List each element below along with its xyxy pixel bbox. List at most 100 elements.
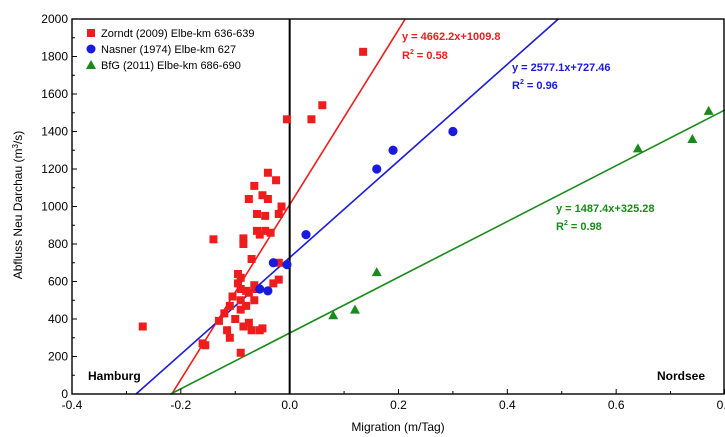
fit-lines (135, 18, 725, 395)
data-point-s0-46 (274, 258, 283, 267)
data-points (138, 47, 714, 357)
r2-nasner-sup: 2 (520, 79, 524, 86)
y-tick-label-0: 0 (61, 387, 68, 401)
r2-nasner: R2 = 0.96 (512, 79, 558, 92)
legend-label-nasner: Nasner (1974) Elbe-km 627 (101, 44, 236, 56)
y-tick-label-10: 2000 (41, 12, 68, 26)
data-point-s0-30 (250, 296, 259, 305)
x-tick-label-0: -0.4 (62, 398, 83, 412)
data-point-s0-45 (274, 210, 283, 218)
data-point-s1-6 (388, 145, 398, 155)
x-tick-label-2: 0.0 (281, 398, 298, 412)
data-point-s0-15 (236, 296, 245, 305)
fit-line-1 (135, 18, 559, 395)
r2-nasner-label: R (512, 80, 520, 92)
data-point-s1-7 (448, 126, 458, 137)
r2-zorndt: R2 = 0.58 (402, 49, 448, 62)
data-point-s0-13 (236, 273, 245, 282)
data-point-s1-1 (263, 286, 273, 296)
equation-nasner: y = 2577.1x+727.46 (512, 62, 610, 74)
x-tick-label-4: 0.4 (499, 398, 516, 412)
r2-nasner-value: = 0.96 (524, 80, 558, 92)
equation-bfg: y = 1487.4x+325.28 (556, 203, 654, 215)
data-point-s0-5 (220, 309, 229, 318)
legend-marker-zorndt (87, 29, 95, 37)
y-tick-label-6: 1200 (41, 162, 68, 176)
y-tick-label-8: 1600 (41, 87, 68, 101)
data-point-s0-7 (225, 333, 234, 342)
data-point-s0-25 (244, 318, 253, 327)
equation-zorndt: y = 4662.2x+1009.8 (402, 31, 500, 43)
y-tick-label-4: 800 (48, 237, 68, 251)
data-point-s0-48 (277, 202, 286, 211)
region-label-hamburg: Hamburg (88, 369, 141, 383)
data-point-s0-10 (231, 315, 240, 323)
data-point-s0-23 (244, 195, 253, 203)
data-point-s0-41 (263, 195, 272, 203)
data-point-s2-5 (703, 105, 714, 115)
data-point-s2-1 (349, 304, 360, 314)
data-point-s0-28 (250, 181, 259, 190)
data-point-s2-3 (632, 143, 643, 153)
data-point-s0-40 (263, 168, 272, 177)
data-point-s0-17 (236, 348, 245, 357)
data-point-s0-52 (359, 47, 368, 56)
r2-bfg: R2 = 0.98 (556, 220, 602, 233)
fit-annotations: y = 4662.2x+1009.8 R2 = 0.58 y = 2577.1x… (402, 31, 654, 233)
data-point-s0-3 (209, 235, 218, 244)
legend-marker-nasner (86, 44, 96, 54)
data-point-s2-2 (371, 267, 382, 277)
y-tick-label-9: 1800 (41, 50, 68, 64)
y-tick-label-5: 1000 (41, 200, 68, 214)
data-point-s0-51 (318, 101, 327, 110)
region-label-nordsee: Nordsee (657, 369, 705, 383)
r2-zorndt-value: = 0.58 (414, 50, 448, 62)
data-point-s0-20 (239, 322, 248, 331)
fit-line-0 (171, 18, 406, 395)
data-point-s1-3 (282, 260, 292, 270)
data-point-s0-19 (239, 240, 248, 248)
data-point-s0-50 (307, 115, 316, 124)
data-point-s0-34 (255, 230, 264, 239)
data-point-s0-31 (253, 210, 262, 218)
data-point-s0-37 (258, 324, 267, 333)
data-point-s0-8 (225, 301, 234, 310)
data-point-s0-36 (258, 191, 267, 200)
data-point-s2-4 (687, 134, 698, 143)
legend-label-zorndt: Zorndt (2009) Elbe-km 636-639 (101, 28, 254, 40)
data-point-s0-9 (228, 292, 237, 301)
y-tick-label-7: 1400 (41, 125, 68, 139)
data-point-s0-39 (261, 226, 270, 235)
data-point-s0-14 (236, 285, 245, 293)
fit-line-2 (170, 109, 725, 395)
data-point-s0-49 (282, 115, 291, 124)
data-point-s0-24 (244, 288, 253, 297)
y-axis-label: Abfluss Neu Darchau (m3/s) (11, 131, 25, 280)
legend-marker-bfg (86, 60, 96, 69)
x-tick-label-1: -0.2 (170, 398, 191, 412)
x-tick-label-3: 0.2 (390, 398, 407, 412)
data-point-s0-16 (236, 305, 245, 314)
data-point-s1-4 (301, 230, 311, 240)
data-point-s2-0 (328, 310, 339, 320)
data-point-s1-5 (372, 164, 382, 174)
y-axis-label-sup: 3 (11, 144, 20, 149)
x-tick-label-5: 0.6 (608, 398, 625, 412)
data-point-s0-47 (274, 275, 283, 284)
y-axis-label-main: Abfluss Neu Darchau (m (11, 149, 25, 280)
x-tick-label-6: 0.8 (717, 398, 725, 412)
data-point-s0-12 (233, 279, 242, 288)
y-tick-label-3: 600 (48, 275, 68, 289)
r2-bfg-sup: 2 (564, 220, 568, 227)
data-point-s1-0 (255, 284, 265, 294)
data-point-s1-2 (268, 258, 278, 268)
data-point-s0-4 (214, 316, 223, 325)
y-axis-label-end: /s) (11, 131, 25, 144)
data-point-s0-38 (261, 211, 270, 220)
r2-bfg-label: R (556, 221, 564, 233)
data-point-s0-43 (269, 279, 278, 288)
data-point-s0-18 (239, 234, 248, 243)
data-point-s0-42 (266, 228, 275, 237)
legend-label-bfg: BfG (2011) Elbe-km 686-690 (101, 60, 241, 72)
